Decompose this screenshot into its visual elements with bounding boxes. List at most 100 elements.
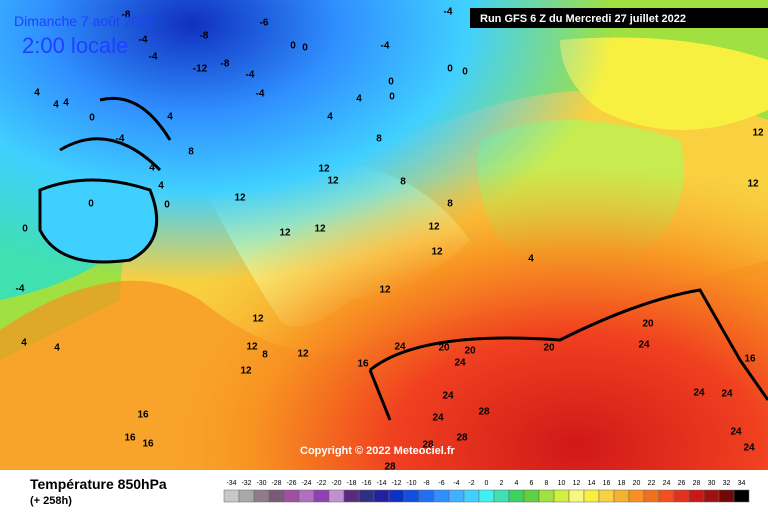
legend-label: 34 (738, 480, 746, 487)
contour-label: 16 (124, 433, 136, 444)
legend-swatch (268, 489, 285, 503)
contour-label: 28 (384, 462, 396, 473)
contour-label: 12 (431, 247, 443, 258)
contour-label: 12 (379, 285, 391, 296)
legend-swatch (463, 489, 480, 503)
contour-label: 4 (167, 112, 173, 123)
run-info: Run GFS 6 Z du Mercredi 27 juillet 2022 (480, 13, 686, 25)
contour-label: 4 (158, 181, 164, 192)
contour-label: 12 (314, 224, 326, 235)
contour-label: 8 (376, 134, 382, 145)
legend-swatch (658, 489, 675, 503)
legend-label: -2 (468, 480, 474, 487)
legend-swatch (253, 489, 270, 503)
legend-label: -18 (346, 480, 356, 487)
legend-label: -26 (286, 480, 296, 487)
legend-swatch (688, 489, 705, 503)
contour-label: 12 (747, 179, 759, 190)
contour-label: 4 (528, 254, 534, 265)
legend-swatch (223, 489, 240, 503)
contour-label: 12 (297, 349, 309, 360)
contour-label: 0 (89, 113, 95, 124)
legend-swatch (343, 489, 360, 503)
contour-label: 28 (478, 407, 490, 418)
legend-swatch (298, 489, 315, 503)
legend-label: -34 (226, 480, 236, 487)
map-field (0, 0, 768, 470)
contour-label: 12 (246, 342, 258, 353)
contour-label: 12 (252, 314, 264, 325)
contour-label: 12 (318, 164, 330, 175)
contour-label: 20 (543, 343, 555, 354)
contour-label: 0 (302, 43, 308, 54)
contour-label: 0 (290, 41, 296, 52)
legend-label: 12 (573, 480, 581, 487)
contour-label: 12 (428, 222, 440, 233)
run-banner (470, 8, 768, 28)
legend-label: -22 (316, 480, 326, 487)
contour-label: -4 (16, 284, 25, 295)
legend-swatch (523, 489, 540, 503)
contour-label: -4 (149, 52, 158, 63)
legend-swatch (583, 489, 600, 503)
legend-label: -12 (391, 480, 401, 487)
contour-label: 24 (454, 358, 466, 369)
contour-label: 4 (327, 112, 333, 123)
legend-label: -6 (438, 480, 444, 487)
legend-swatch (358, 489, 375, 503)
contour-label: -8 (122, 10, 131, 21)
contour-label: 16 (137, 410, 149, 421)
contour-label: -4 (246, 70, 255, 81)
legend-swatch (703, 489, 720, 503)
contour-label: 24 (693, 388, 705, 399)
legend-swatch (418, 489, 435, 503)
date: Dimanche 7 août 2022 (14, 13, 155, 29)
legend-swatch (433, 489, 450, 503)
contour-label: -8 (221, 59, 230, 70)
contour-label: 0 (164, 200, 170, 211)
legend-label: 6 (530, 480, 534, 487)
contour-label: 16 (744, 354, 756, 365)
contour-label: 12 (240, 366, 252, 377)
legend-label: 16 (603, 480, 611, 487)
legend-label: -8 (423, 480, 429, 487)
legend-swatch (733, 489, 750, 503)
legend-label: 32 (723, 480, 731, 487)
contour-label: 8 (188, 147, 194, 158)
legend-swatch (493, 489, 510, 503)
legend-label: 14 (588, 480, 596, 487)
contour-label: 0 (447, 64, 453, 75)
legend-swatch (553, 489, 570, 503)
legend-label: -10 (406, 480, 416, 487)
legend-swatch (238, 489, 255, 503)
contour-label: 24 (638, 340, 650, 351)
contour-label: 24 (721, 389, 733, 400)
legend-swatch (373, 489, 390, 503)
contour-label: 24 (394, 342, 406, 353)
contour-label: 24 (730, 427, 742, 438)
contour-label: -4 (256, 89, 265, 100)
legend-label: 2 (500, 480, 504, 487)
legend-swatch (628, 489, 645, 503)
contour-label: 24 (442, 391, 454, 402)
contour-label: 24 (743, 443, 755, 454)
legend-label: 4 (515, 480, 519, 487)
contour-label: -4 (116, 134, 125, 145)
contour-label: -4 (381, 41, 390, 52)
copyright: Copyright © 2022 Meteociel.fr (300, 445, 456, 457)
legend-label: -4 (453, 480, 459, 487)
contour-label: 8 (262, 350, 268, 361)
legend-swatch (673, 489, 690, 503)
contour-label: 12 (327, 176, 339, 187)
contour-label: 4 (149, 163, 155, 174)
footer-title: Température 850hPa (30, 476, 167, 492)
contour-label: 4 (21, 338, 27, 349)
legend-label: 26 (678, 480, 686, 487)
legend-label: -20 (331, 480, 341, 487)
time: 2:00 locale (22, 33, 128, 58)
legend: -34 -32 -30 -28 -26 -24 -22 -20 -18 -16 -14 -12 -10-… (223, 480, 750, 503)
contour-label: 12 (234, 193, 246, 204)
legend-swatch (568, 489, 585, 503)
